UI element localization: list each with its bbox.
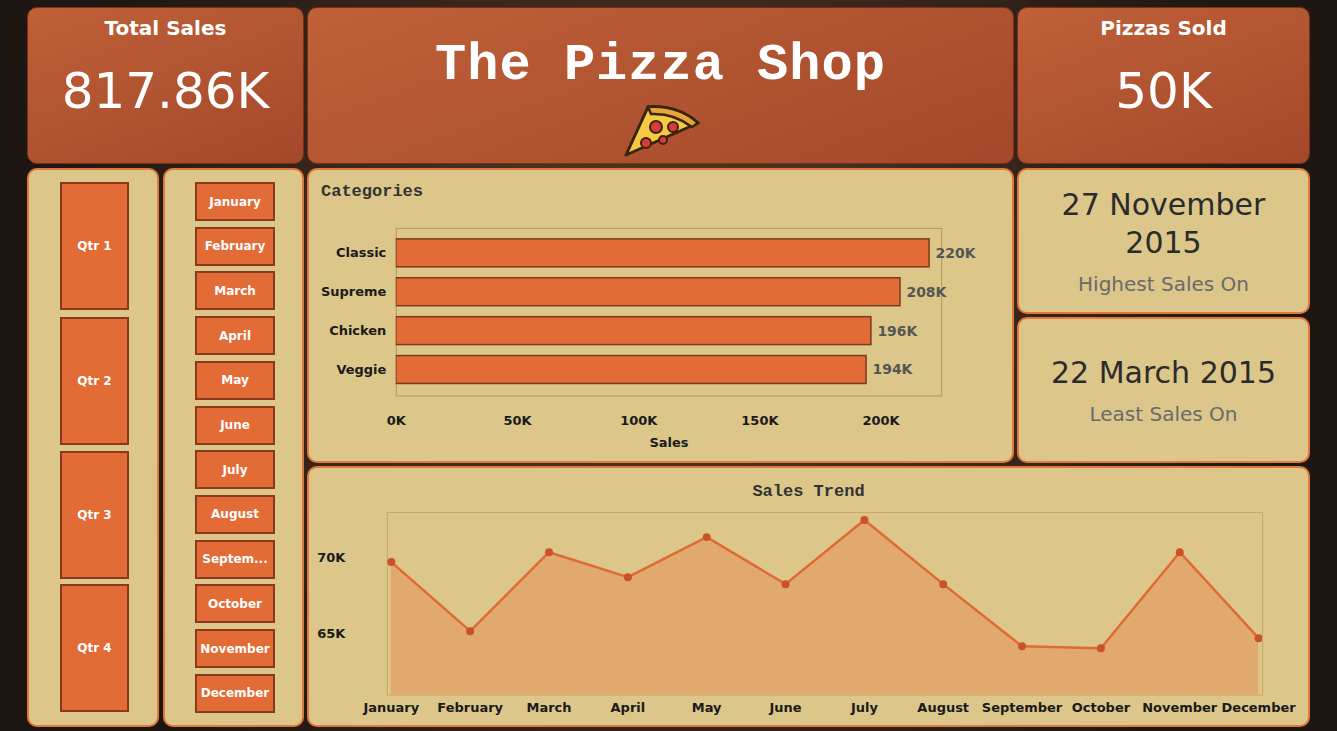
svg-text:Sales: Sales <box>649 435 688 450</box>
svg-text:March: March <box>527 700 572 715</box>
html-text:August: August <box>211 507 259 522</box>
html-text:May: May <box>221 373 249 388</box>
svg-text:65K: 65K <box>317 626 346 641</box>
svg-text:Classic: Classic <box>336 245 386 260</box>
svg-text:November: November <box>1142 700 1218 715</box>
svg-text:196K: 196K <box>877 323 918 339</box>
html-text:Qtr 4: Qtr 4 <box>77 641 112 655</box>
svg-text:September: September <box>982 700 1063 715</box>
html-text:Qtr 1: Qtr 1 <box>77 239 112 253</box>
html-text:50K: 50K <box>1115 62 1212 120</box>
svg-text:February: February <box>437 700 503 715</box>
svg-text:December: December <box>1222 700 1297 715</box>
html-text:June: June <box>220 418 250 432</box>
html-text:October: October <box>208 596 262 611</box>
html-text:Qtr 2: Qtr 2 <box>77 374 112 388</box>
html-text:February: February <box>204 239 266 254</box>
html-text:November: November <box>200 641 270 656</box>
svg-text:150K: 150K <box>741 413 779 428</box>
html-text:The Pizza Shop: The Pizza Shop <box>435 36 886 95</box>
html-text:Septem...: Septem... <box>202 552 268 567</box>
svg-text:January: January <box>363 700 420 715</box>
svg-text:July: July <box>850 700 879 715</box>
html-text:Pizzas Sold: Pizzas Sold <box>1100 16 1227 40</box>
svg-text:100K: 100K <box>620 413 658 428</box>
svg-text:200K: 200K <box>863 413 901 428</box>
html-text:Highest Sales On: Highest Sales On <box>1078 272 1249 296</box>
html-text:22 March 2015: 22 March 2015 <box>1051 355 1276 390</box>
html-text:27 November 2015: 27 November 2015 <box>1061 187 1266 260</box>
svg-text:0K: 0K <box>387 413 407 428</box>
html-text:December: December <box>200 686 270 701</box>
html-text:March: March <box>214 283 256 298</box>
svg-text:October: October <box>1072 700 1131 715</box>
html-text:Total Sales: Total Sales <box>104 16 227 40</box>
svg-text:June: June <box>768 700 801 715</box>
svg-text:August: August <box>917 700 969 715</box>
html-text:Least Sales On: Least Sales On <box>1089 402 1238 426</box>
svg-text:194K: 194K <box>873 361 914 377</box>
svg-text:208K: 208K <box>906 284 947 300</box>
html-text:January: January <box>209 194 261 209</box>
svg-text:Chicken: Chicken <box>329 323 386 338</box>
html-text:Categories: Categories <box>321 182 423 201</box>
html-text:April: April <box>219 328 251 343</box>
html-text:817.86K: 817.86K <box>61 62 270 120</box>
html-text:July: July <box>222 462 248 477</box>
svg-text:220K: 220K <box>936 245 977 261</box>
svg-text:Supreme: Supreme <box>321 284 386 299</box>
svg-text:May: May <box>692 700 722 715</box>
svg-text:50K: 50K <box>503 413 532 428</box>
svg-text:April: April <box>611 700 646 715</box>
html-text:Sales Trend: Sales Trend <box>752 482 865 501</box>
svg-text:70K: 70K <box>317 550 346 565</box>
html-text:Qtr 3: Qtr 3 <box>77 508 112 522</box>
svg-text:Veggie: Veggie <box>336 362 386 377</box>
